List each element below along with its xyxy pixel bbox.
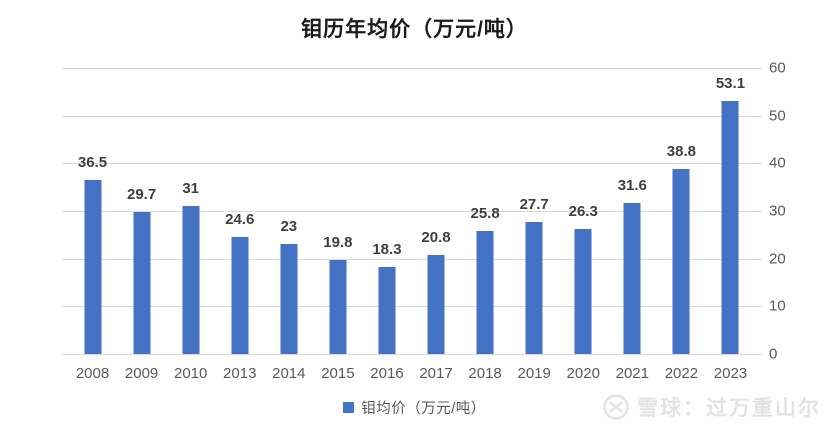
x-tick-label: 2014	[272, 365, 306, 382]
bar-value-label: 27.7	[519, 195, 549, 213]
gridline	[62, 163, 762, 165]
bar	[182, 206, 200, 354]
bar	[623, 203, 641, 354]
gridline	[62, 258, 762, 260]
bar-slot: 31 2010	[166, 68, 215, 382]
bar	[133, 212, 151, 354]
gridline	[62, 354, 762, 355]
legend-label: 钼均价（万元/吨）	[361, 401, 486, 417]
bar-slot: 24.6 2013	[215, 68, 264, 382]
x-tick-label: 2010	[173, 365, 208, 382]
bar-slot: 20.8 2017	[412, 68, 461, 382]
bar-slot: 26.3 2020	[559, 68, 608, 382]
x-tick-label: 2018	[468, 365, 502, 382]
x-tick-label: 2013	[223, 365, 257, 382]
bar	[672, 169, 690, 354]
y-tick-label: 10	[769, 297, 786, 315]
bar-value-label: 29.7	[126, 186, 157, 204]
bar-value-label: 25.8	[470, 205, 500, 223]
bar-value-label: 18.3	[372, 240, 402, 258]
bar	[721, 100, 739, 354]
x-tick-label: 2008	[75, 365, 110, 382]
y-tick-label: 0	[769, 345, 778, 363]
watermark: 雪球：过万重山尔	[602, 392, 821, 422]
y-tick-label: 50	[769, 107, 786, 125]
bar-slot: 19.8 2015	[313, 68, 362, 382]
bar-value-label: 19.8	[323, 233, 353, 251]
x-tick-label: 2021	[615, 365, 649, 382]
gridline	[62, 115, 762, 117]
x-tick-label: 2022	[664, 365, 699, 382]
bar	[574, 228, 592, 354]
bar	[231, 236, 249, 354]
gridline	[62, 68, 762, 69]
bar-slot: 29.7 2009	[117, 68, 166, 382]
bar-value-label: 38.8	[666, 143, 696, 161]
bar-slot: 38.8 2022	[657, 68, 706, 382]
x-tick-label: 2016	[370, 365, 404, 382]
x-tick-label: 2019	[517, 365, 551, 382]
y-tick-label: 30	[769, 202, 786, 220]
plot-area: 0 10 20 30 40 50 60 36.5 2008 29.7 2009 31 2010 24.6 2…	[62, 60, 786, 382]
bar-slot: 23 2014	[264, 68, 313, 382]
bar	[329, 259, 347, 354]
bar-value-label: 20.8	[421, 228, 451, 246]
bar	[427, 254, 445, 354]
y-tick-label: 40	[769, 154, 786, 172]
bar-value-label: 24.6	[225, 210, 255, 228]
gridline	[62, 306, 762, 308]
bar-slot: 53.1 2023	[706, 68, 755, 382]
legend-marker-square	[343, 402, 355, 413]
legend: 钼均价（万元/吨）	[0, 397, 829, 418]
bar-value-label: 36.5	[77, 154, 108, 172]
x-tick-label: 2015	[321, 365, 355, 382]
bar	[476, 231, 494, 354]
chart-title: 钼历年均价（万元/吨）	[301, 18, 528, 41]
bar-value-label: 26.3	[568, 202, 598, 220]
x-tick-label: 2023	[713, 365, 748, 382]
bar-value-label: 31	[182, 180, 200, 198]
x-tick-label: 2017	[419, 365, 453, 382]
bar-slot: 27.7 2019	[510, 68, 559, 382]
bar-value-label: 31.6	[617, 177, 647, 195]
watermark-text: 雪球：过万重山尔	[637, 397, 821, 420]
bar-slot: 18.3 2016	[362, 68, 411, 382]
bar	[525, 221, 543, 354]
bar	[280, 244, 298, 354]
y-tick-label: 20	[769, 250, 786, 268]
bar	[84, 180, 102, 354]
bar-value-label: 23	[280, 218, 298, 236]
bar	[378, 266, 396, 354]
bar-slot: 36.5 2008	[68, 68, 117, 382]
y-tick-label: 60	[769, 59, 786, 77]
gridline	[62, 211, 762, 212]
x-tick-label: 2009	[124, 365, 159, 382]
bar-slot: 31.6 2021	[608, 68, 657, 382]
bar-value-label: 53.1	[715, 74, 746, 92]
x-tick-label: 2020	[566, 365, 600, 382]
xueqiu-logo-icon	[603, 394, 629, 420]
bar-slot: 25.8 2018	[461, 68, 510, 382]
